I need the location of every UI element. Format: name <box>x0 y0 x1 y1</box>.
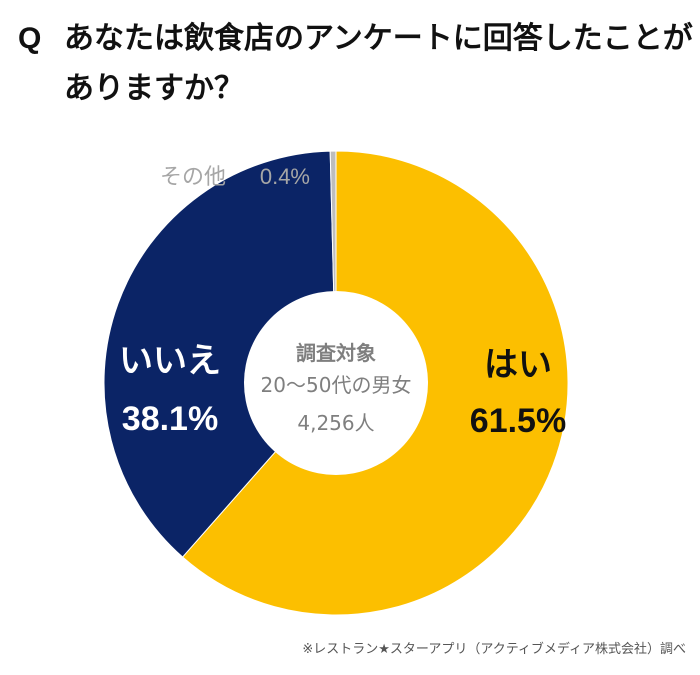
center-text-line-2: 20～50代の男女 <box>261 373 412 397</box>
slice-label-no: いいえ <box>119 341 221 381</box>
slice-no <box>103 150 337 558</box>
slice-value-yes: 61.5% <box>470 402 566 440</box>
question-line-1: あなたは飲食店のアンケートに回答したことが <box>64 21 693 56</box>
center-text-line-1: 調査対象 <box>296 341 376 365</box>
slice-label-other: その他 <box>160 165 226 190</box>
question-line-2: ありますか？ <box>64 71 244 106</box>
slice-value-no: 38.1% <box>122 400 218 438</box>
question-marker: Q <box>18 22 42 55</box>
slice-value-other: 0.4% <box>260 164 310 189</box>
slice-label-yes: はい <box>484 345 552 385</box>
center-text-line-3: 4,256人 <box>297 411 374 435</box>
question-title: Q あなたは飲食店のアンケートに回答したことが ありますか？ <box>18 14 693 114</box>
source-note: ※レストラン★スターアプリ（アクティブメディア株式会社）調べ <box>302 642 686 657</box>
donut-hole <box>244 291 428 475</box>
